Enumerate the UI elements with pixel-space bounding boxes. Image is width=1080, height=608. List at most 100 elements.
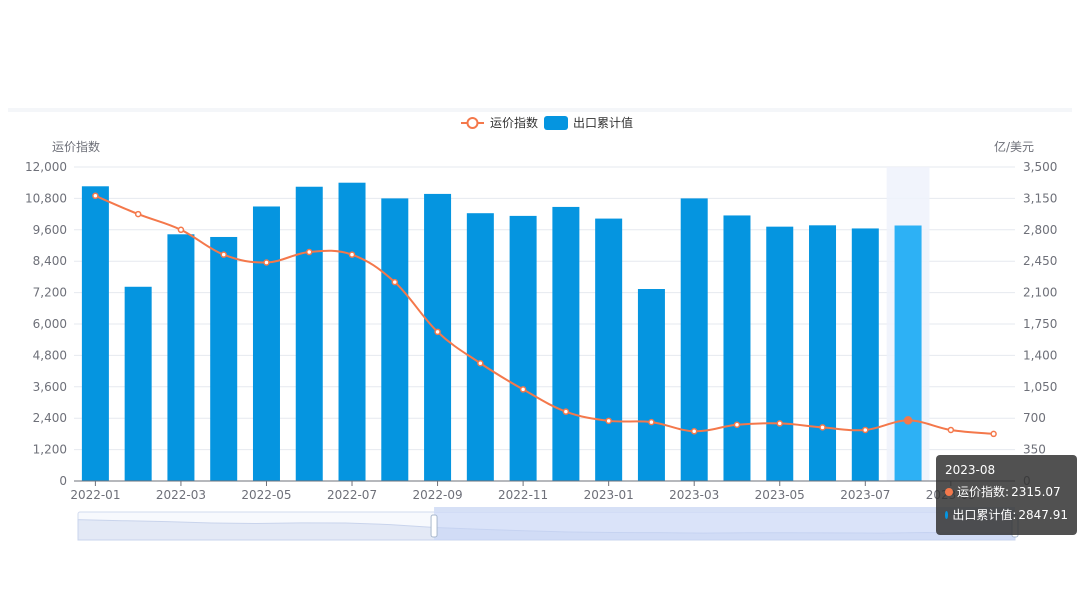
bar[interactable]	[381, 198, 409, 481]
bar[interactable]	[124, 286, 152, 481]
left-axis-tick-label: 8,400	[33, 254, 67, 268]
legend-label: 出口累计值	[573, 115, 633, 130]
zoom-move-bar[interactable]	[434, 507, 1015, 512]
legend-item-bar[interactable]: 出口累计值	[544, 115, 633, 130]
legend-item-line[interactable]: 运价指数	[461, 115, 538, 130]
zoom-selected-range	[434, 512, 1015, 540]
line-point[interactable]	[92, 192, 99, 200]
line-point[interactable]	[562, 408, 570, 415]
bar[interactable]	[766, 226, 794, 481]
tooltip-value: 2315.07	[1011, 484, 1061, 499]
tooltip-value: 2847.91	[1018, 507, 1068, 522]
top-band	[8, 108, 1072, 112]
line-series[interactable]	[92, 192, 997, 438]
line-point[interactable]	[648, 418, 655, 426]
tooltip-row-bar: 出口累计值: 2847.91	[945, 506, 1068, 523]
bar[interactable]	[210, 236, 238, 481]
left-axis-name: 运价指数	[52, 139, 100, 154]
bar[interactable]	[637, 289, 665, 481]
legend-circle-icon	[466, 117, 479, 129]
tooltip-dot-icon	[945, 487, 953, 496]
line-point[interactable]	[177, 226, 185, 234]
bar[interactable]	[595, 218, 623, 482]
x-axis-tick-label: 2023-03	[669, 488, 719, 502]
zoom-handle-left[interactable]	[430, 514, 438, 538]
right-axis-tick-label: 1,750	[1023, 317, 1057, 331]
line-point[interactable]	[733, 421, 741, 428]
line-point[interactable]	[605, 417, 612, 425]
left-axis-tick-label: 1,200	[33, 443, 67, 457]
bar[interactable]	[894, 225, 922, 481]
x-axis-tick-label: 2022-05	[241, 488, 291, 502]
left-axis-tick-label: 4,800	[33, 348, 67, 362]
bar[interactable]	[167, 234, 195, 481]
left-axis-tick-label: 7,200	[33, 286, 67, 300]
bar[interactable]	[723, 215, 751, 481]
x-axis-tick-label: 2023-01	[584, 488, 634, 502]
line-point[interactable]	[819, 424, 826, 431]
x-axis-tick-label: 2022-07	[327, 488, 377, 502]
left-axis-tick-label: 12,000	[25, 160, 67, 174]
right-axis-tick-label: 350	[1023, 443, 1046, 457]
right-axis-tick-label: 700	[1023, 411, 1046, 425]
bar[interactable]	[552, 206, 580, 481]
bar-series[interactable]	[81, 182, 922, 482]
line-point[interactable]	[220, 251, 227, 258]
right-axis-tick-label: 3,500	[1023, 160, 1057, 174]
bar[interactable]	[851, 228, 879, 481]
line-point[interactable]	[306, 248, 313, 256]
tooltip-row-line: 运价指数: 2315.07	[945, 483, 1068, 500]
bar[interactable]	[424, 193, 452, 481]
tooltip-dot-icon	[945, 510, 949, 519]
right-axis-tick-label: 2,800	[1023, 223, 1057, 237]
tooltip: 2023-08 运价指数: 2315.07 出口累计值: 2847.91	[936, 455, 1077, 535]
line-path	[94, 194, 994, 435]
x-axis-tick-label: 2022-01	[70, 488, 120, 502]
bar[interactable]	[81, 186, 109, 481]
right-axis-name: 亿/美元	[994, 139, 1034, 154]
line-point[interactable]	[519, 386, 527, 393]
line-point[interactable]	[391, 278, 399, 286]
line-point[interactable]	[903, 416, 913, 425]
left-axis-tick-label: 3,600	[33, 380, 67, 394]
left-axis-tick-label: 6,000	[33, 317, 67, 331]
right-axis-tick-label: 1,400	[1023, 348, 1057, 362]
bar[interactable]	[680, 198, 708, 481]
tooltip-colon: :	[1005, 484, 1010, 499]
legend-label: 运价指数	[490, 115, 538, 130]
bar[interactable]	[509, 215, 537, 481]
line-point[interactable]	[690, 428, 698, 435]
data-zoom-slider[interactable]	[77, 507, 1019, 541]
line-point[interactable]	[434, 328, 441, 336]
right-axis-tick-label: 1,050	[1023, 380, 1057, 394]
line-point[interactable]	[862, 426, 869, 434]
tooltip-title: 2023-08	[945, 463, 996, 477]
bar[interactable]	[295, 186, 323, 482]
legend-bar-icon	[544, 116, 568, 130]
left-axis-tick-label: 2,400	[33, 411, 67, 425]
bar[interactable]	[338, 182, 366, 481]
tooltip-colon: :	[1012, 507, 1017, 522]
line-point[interactable]	[477, 360, 484, 367]
left-axis-tick-label: 9,600	[33, 223, 67, 237]
legend[interactable]: 运价指数 出口累计值	[461, 115, 633, 130]
bar[interactable]	[466, 213, 494, 481]
tooltip-label: 运价指数	[957, 485, 1006, 499]
line-point[interactable]	[776, 420, 783, 427]
x-axis-tick-label: 2022-11	[498, 488, 548, 502]
bar[interactable]	[809, 225, 837, 481]
x-axis-tick-label: 2023-05	[755, 488, 805, 502]
right-axis-tick-label: 2,450	[1023, 254, 1057, 268]
line-point[interactable]	[348, 251, 356, 258]
tooltip-label: 出口累计值	[952, 508, 1013, 522]
right-axis-tick-label: 3,150	[1023, 191, 1057, 205]
x-axis-tick-label: 2023-07	[840, 488, 890, 502]
x-axis-tick-label: 2022-03	[156, 488, 206, 502]
line-point[interactable]	[263, 259, 270, 266]
bar[interactable]	[252, 206, 280, 481]
line-point[interactable]	[990, 430, 997, 438]
line-point[interactable]	[134, 210, 142, 218]
line-point[interactable]	[947, 426, 955, 434]
left-axis-tick-label: 10,800	[25, 191, 67, 205]
